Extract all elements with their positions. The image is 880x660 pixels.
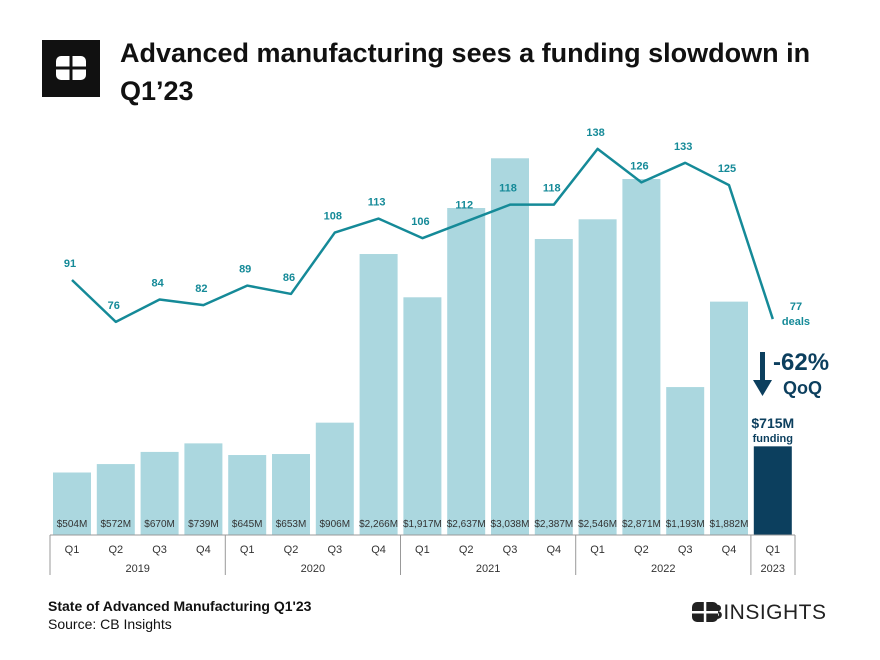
deals-label: 113 — [368, 197, 386, 209]
funding-bar — [96, 464, 135, 535]
quarter-tick-label: Q4 — [546, 544, 561, 556]
deals-label: 76 — [108, 300, 120, 312]
funding-bar — [447, 208, 486, 535]
funding-label: $670M — [144, 519, 175, 530]
deals-label: 138 — [586, 127, 604, 139]
quarter-tick-label: Q4 — [371, 544, 386, 556]
funding-bar — [710, 301, 748, 535]
year-tick-label: 2021 — [476, 563, 500, 575]
quarter-tick-label: Q1 — [590, 544, 605, 556]
down-arrow-icon — [760, 352, 765, 382]
deals-label: 126 — [630, 160, 648, 172]
deals-label: 118 — [543, 183, 561, 195]
deals-label: 91 — [64, 258, 76, 270]
quarter-tick-label: Q1 — [415, 544, 430, 556]
page-title: Advanced manufacturing sees a funding sl… — [120, 38, 811, 106]
quarter-tick-label: Q1 — [240, 544, 255, 556]
change-unit-label: QoQ — [783, 378, 822, 398]
deals-line — [71, 147, 774, 324]
down-arrow-head-icon — [753, 380, 772, 396]
deals-last-label: 77 — [790, 301, 802, 313]
report-title: State of Advanced Manufacturing Q1'23 — [48, 598, 312, 614]
quarter-tick-label: Q3 — [152, 544, 167, 556]
quarter-tick-label: Q1 — [65, 544, 80, 556]
funding-label: $653M — [276, 519, 307, 530]
funding-label: $2,546M — [578, 519, 617, 530]
funding-bar — [534, 239, 573, 535]
deals-label: 125 — [718, 163, 736, 175]
deals-word-label: deals — [782, 316, 810, 328]
funding-bar — [272, 454, 310, 535]
year-tick-label: 2019 — [125, 563, 149, 575]
source-note: Source: CB Insights — [48, 616, 172, 632]
cb-icon — [692, 602, 718, 622]
funding-label: $2,871M — [622, 519, 661, 530]
quarter-tick-label: Q3 — [327, 544, 342, 556]
quarter-tick-label: Q1 — [765, 544, 780, 556]
funding-bar — [184, 443, 223, 535]
funding-label: $2,387M — [534, 519, 573, 530]
funding-label: $572M — [101, 519, 132, 530]
funding-label: $906M — [320, 519, 351, 530]
deals-label: 108 — [324, 211, 342, 223]
change-percent-label: -62% — [773, 349, 829, 376]
funding-last-label: $715M — [751, 415, 794, 431]
funding-label: $645M — [232, 519, 263, 530]
funding-bar — [53, 472, 91, 535]
funding-bar — [315, 422, 354, 535]
deals-label: 133 — [674, 141, 692, 153]
quarter-tick-label: Q3 — [503, 544, 518, 556]
year-tick-label: 2020 — [301, 563, 325, 575]
deals-label: 86 — [283, 272, 295, 284]
funding-bar — [491, 158, 529, 535]
deals-label: 89 — [239, 264, 251, 276]
funding-bar — [578, 219, 617, 535]
deals-label: 112 — [455, 199, 473, 211]
funding-bar — [666, 387, 705, 535]
funding-label: $3,038M — [491, 519, 530, 530]
quarter-tick-label: Q2 — [634, 544, 649, 556]
quarter-tick-label: Q2 — [108, 544, 123, 556]
brand-logo: CBINSIGHTS — [692, 601, 827, 625]
deals-label: 82 — [195, 283, 207, 295]
funding-label: $2,637M — [447, 519, 486, 530]
funding-word-label: funding — [753, 433, 793, 445]
funding-label: $1,882M — [710, 519, 749, 530]
funding-bar — [140, 451, 179, 535]
funding-label: $1,917M — [403, 519, 442, 530]
funding-bar — [403, 297, 442, 535]
funding-bar — [753, 446, 792, 535]
funding-label: $2,266M — [359, 519, 398, 530]
deals-label: 118 — [499, 183, 517, 195]
year-tick-label: 2022 — [651, 563, 675, 575]
funding-bar — [359, 254, 398, 536]
deals-label: 84 — [151, 278, 164, 290]
deals-label: 106 — [411, 216, 429, 228]
funding-bar — [228, 455, 267, 535]
quarter-tick-label: Q4 — [196, 544, 211, 556]
cb-insights-logo — [42, 40, 100, 97]
funding-label: $504M — [57, 519, 88, 530]
quarter-tick-label: Q2 — [459, 544, 474, 556]
funding-label: $1,193M — [666, 519, 705, 530]
quarter-tick-label: Q3 — [678, 544, 693, 556]
funding-bar — [622, 178, 661, 535]
quarter-tick-label: Q4 — [722, 544, 737, 556]
quarter-tick-label: Q2 — [284, 544, 299, 556]
year-tick-label: 2023 — [761, 563, 785, 575]
funding-label: $739M — [188, 519, 219, 530]
